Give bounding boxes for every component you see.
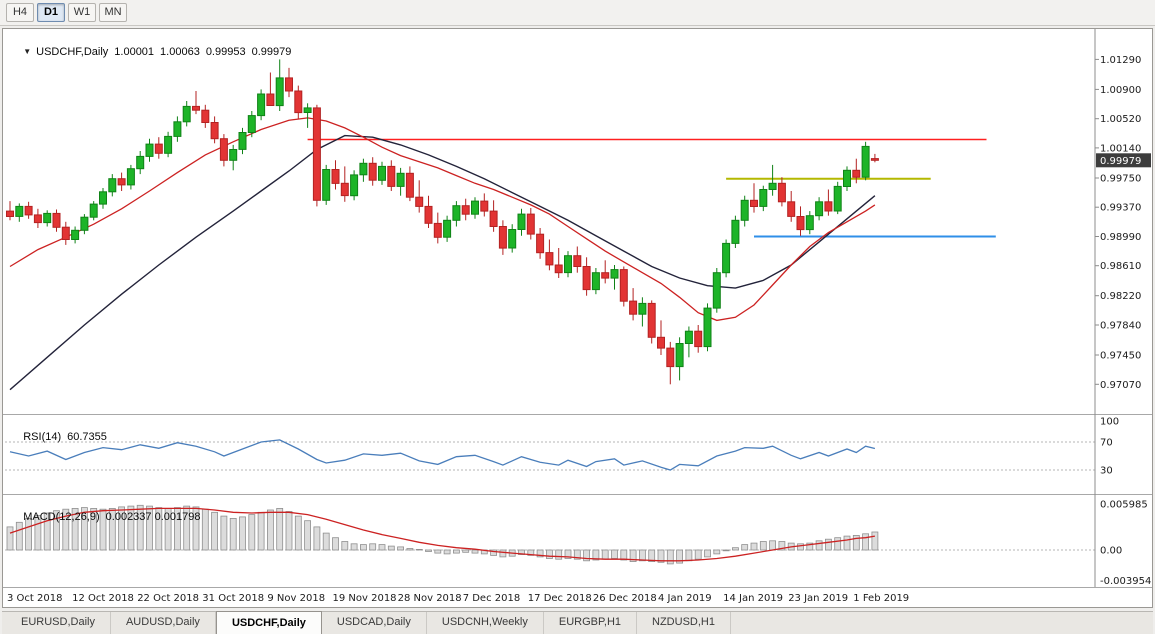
rsi-indicator-label: RSI(14) 60.7355 — [11, 419, 107, 455]
timeframe-button-w1[interactable]: W1 — [68, 3, 96, 22]
price-axis-labels: 1.01290 1.00900 1.00520 1.00140 0.99750 0.993… — [1095, 55, 1141, 391]
price-axis-label: 0.98610 — [1100, 261, 1141, 272]
time-axis-label: 12 Oct 2018 — [72, 593, 134, 604]
macd-values: 0.002337 0.001798 — [105, 511, 201, 523]
macd-signal-line — [9, 507, 876, 562]
chart-tab-audusd-daily[interactable]: AUDUSD,Daily — [111, 612, 216, 634]
time-axis-label: 23 Jan 2019 — [788, 593, 848, 604]
rsi-axis-label: 30 — [1100, 466, 1113, 477]
price-axis-label: 1.00900 — [1100, 85, 1141, 96]
price-axis-label: 0.99750 — [1100, 174, 1141, 185]
rsi-name: RSI(14) — [23, 431, 62, 443]
timeframe-button-h4[interactable]: H4 — [6, 3, 34, 22]
price-axis-label: 0.98990 — [1100, 232, 1141, 243]
timeframe-button-d1[interactable]: D1 — [37, 3, 65, 22]
current-price-badge — [1096, 153, 1151, 168]
candlestick-series — [6, 59, 879, 385]
macd-histogram — [6, 504, 879, 565]
time-axis-label: 31 Oct 2018 — [202, 593, 264, 604]
rsi-value: 60.7355 — [67, 431, 107, 443]
macd-axis-labels: 0.005985 0.00 -0.003954 — [1100, 499, 1151, 587]
chart-window: 1.01290 1.00900 1.00520 1.00140 0.99750 0.993… — [2, 28, 1153, 608]
price-axis-label: 0.97070 — [1100, 380, 1141, 391]
rsi-panel — [5, 439, 1095, 471]
macd-axis-label: 0.00 — [1100, 546, 1122, 557]
price-axis-label: 0.97450 — [1100, 351, 1141, 362]
ma-slow-line — [9, 134, 876, 391]
time-axis-label: 19 Nov 2018 — [333, 593, 397, 604]
time-axis-label: 1 Feb 2019 — [853, 593, 909, 604]
macd-indicator-label: MACD(12,26,9) 0.002337 0.001798 — [11, 499, 200, 535]
chart-tab-eurusd-daily[interactable]: EURUSD,Daily — [6, 612, 111, 634]
rsi-line — [9, 439, 876, 471]
ohlc-low: 0.99953 — [205, 46, 246, 58]
time-axis-label: 9 Nov 2018 — [267, 593, 325, 604]
rsi-axis-label: 100 — [1100, 417, 1119, 428]
rsi-axis-label: 70 — [1100, 438, 1113, 449]
ohlc-close: 0.99979 — [251, 46, 292, 58]
time-axis-label: 28 Nov 2018 — [398, 593, 462, 604]
price-axis-label: 1.00140 — [1100, 143, 1141, 154]
current-price-text: 0.99979 — [1100, 156, 1141, 167]
rsi-axis-labels: 100 70 30 — [1100, 417, 1119, 477]
timeframe-button-mn[interactable]: MN — [99, 3, 127, 22]
chart-tab-nzdusd-h1[interactable]: NZDUSD,H1 — [637, 612, 731, 634]
symbol-dropdown-icon[interactable]: ▼ — [23, 47, 32, 56]
time-axis-label: 17 Dec 2018 — [528, 593, 592, 604]
symbol-timeframe-label: USDCHF,Daily — [36, 46, 109, 58]
macd-name: MACD(12,26,9) — [23, 511, 100, 523]
macd-axis-label: -0.003954 — [1100, 576, 1151, 587]
drawn-objects — [307, 138, 996, 238]
time-axis-label: 3 Oct 2018 — [7, 593, 62, 604]
chart-tab-usdchf-daily[interactable]: USDCHF,Daily — [215, 611, 322, 634]
ma-fast-line — [9, 117, 876, 322]
chart-tab-usdcad-daily[interactable]: USDCAD,Daily — [322, 612, 427, 634]
price-axis-label: 1.00520 — [1100, 114, 1141, 125]
chart-tabbar: EURUSD,Daily AUDUSD,Daily USDCHF,Daily USDC… — [2, 611, 1153, 634]
price-axis-label: 0.99370 — [1100, 203, 1141, 214]
time-axis-labels: 3 Oct 2018 12 Oct 2018 22 Oct 2018 31 Oct 2… — [7, 593, 909, 604]
price-axis-label: 0.97840 — [1100, 321, 1141, 332]
chart-tab-eurgbp-h1[interactable]: EURGBP,H1 — [544, 612, 638, 634]
macd-axis-label: 0.005985 — [1100, 499, 1148, 510]
chart-title: ▼ USDCHF,Daily 1.00001 1.00063 0.99953 0.9997… — [11, 34, 291, 70]
time-axis-label: 4 Jan 2019 — [658, 593, 712, 604]
ohlc-high: 1.00063 — [160, 46, 200, 58]
time-axis-label: 26 Dec 2018 — [593, 593, 657, 604]
price-axis-label: 1.01290 — [1100, 55, 1141, 66]
price-axis-label: 0.98220 — [1100, 291, 1141, 302]
timeframe-toolbar: H4 D1 W1 MN — [0, 0, 1155, 26]
macd-panel — [5, 504, 1095, 565]
ohlc-open: 1.00001 — [114, 46, 155, 58]
chart-canvas[interactable]: 1.01290 1.00900 1.00520 1.00140 0.99750 0.993… — [3, 29, 1152, 607]
time-axis-label: 14 Jan 2019 — [723, 593, 783, 604]
time-axis-label: 7 Dec 2018 — [463, 593, 521, 604]
time-axis-label: 22 Oct 2018 — [137, 593, 199, 604]
chart-tab-usdcnh-weekly[interactable]: USDCNH,Weekly — [427, 612, 544, 634]
